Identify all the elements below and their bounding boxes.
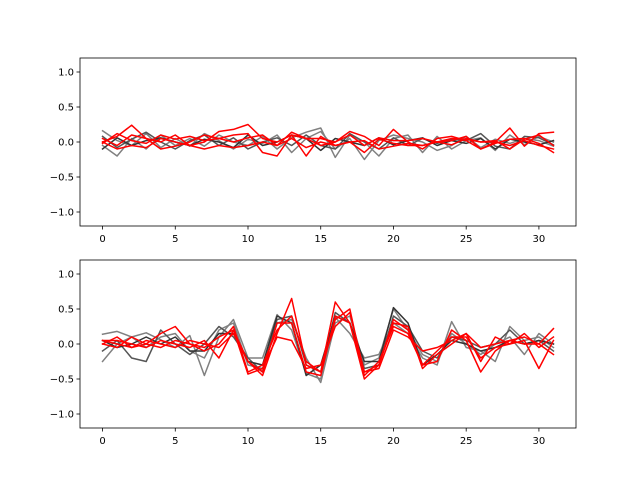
x-tick-label: 30: [533, 436, 546, 447]
chart-panel-top: 0 5 10 15 20 25 30 −1.0 −0.5 0.0 0.5 1.0: [50, 57, 577, 245]
y-tick-label: 0.0: [58, 340, 74, 351]
series-line-top-3: [101, 131, 555, 150]
series-line-top-7: [101, 132, 555, 157]
series-group: [101, 297, 555, 384]
series-line-top-8: [101, 137, 555, 150]
x-tick-label: 25: [460, 234, 473, 245]
x-tick-label: 20: [387, 436, 400, 447]
y-tick-label: 1.0: [58, 270, 74, 281]
x-tick-label: 15: [314, 234, 327, 245]
y-tick-label: −0.5: [50, 375, 74, 386]
x-tick-label: 15: [314, 436, 327, 447]
y-tick-label: −0.5: [50, 173, 74, 184]
y-tick-label: 0.5: [58, 305, 74, 316]
x-tick-label: 10: [242, 234, 255, 245]
series-line-bottom-8: [101, 311, 555, 375]
y-tick-label: 0.5: [58, 103, 74, 114]
series-line-bottom-5: [101, 297, 555, 377]
x-tick-label: 5: [172, 436, 178, 447]
y-tick-label: −1.0: [50, 208, 74, 219]
y-tick-label: 1.0: [58, 68, 74, 79]
x-tick-label: 10: [242, 436, 255, 447]
x-tick-label: 5: [172, 234, 178, 245]
x-tick-label: 30: [533, 234, 546, 245]
x-tick-label: 25: [460, 436, 473, 447]
x-tick-label: 0: [99, 436, 105, 447]
x-tick-label: 20: [387, 234, 400, 245]
y-tick-label: 0.0: [58, 138, 74, 149]
chart-panel-bottom: 0 5 10 15 20 25 30 −1.0 −0.5 0.0 0.5 1.0: [50, 259, 577, 447]
y-tick-label: −1.0: [50, 410, 74, 421]
series-line-bottom-2: [101, 308, 555, 384]
x-tick-label: 0: [99, 234, 105, 245]
series-group: [101, 123, 555, 161]
series-line-top-2: [101, 127, 555, 159]
